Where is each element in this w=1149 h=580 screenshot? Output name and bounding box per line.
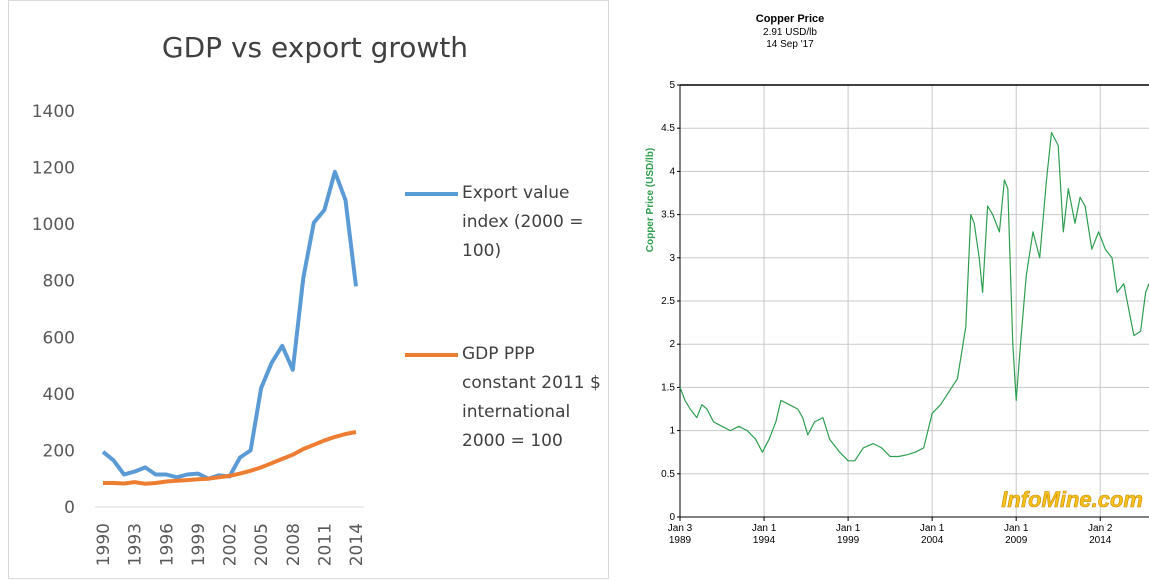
x-tick-label: Jan 2 2014 [1088,523,1113,546]
y-tick-label: 400 [43,385,75,405]
x-tick-label: 1996 [157,523,177,566]
y-tick-label: 0 [669,512,675,523]
x-tick-label: Jan 1 2009 [1003,523,1029,546]
x-tick-label: 2008 [284,523,304,566]
y-tick-label: 2.5 [661,296,675,307]
x-tick-label: Jan 1 1999 [835,523,861,546]
y-tick-label: 3 [669,253,675,264]
x-tick-label: Jan 1 1994 [751,523,777,546]
y-tick-label: 0.5 [661,469,675,480]
y-tick-label: 1 [669,426,675,437]
y-tick-label: 600 [43,328,75,348]
y-tick-label: 2 [669,339,675,350]
data-line [103,430,357,486]
chart-title: Copper Price [756,13,824,25]
y-tick-label: 1200 [32,159,75,179]
x-tick-label: 2011 [315,523,335,566]
y-tick-label: 4 [669,166,675,177]
x-tick-label: 2014 [347,523,367,566]
y-axis-label: Copper Price (USD/lb) [645,148,656,252]
x-tick-label: Jan 3 1989 [667,523,693,546]
x-tick-label: 1999 [189,523,209,566]
y-tick-label: 1.5 [661,382,675,393]
y-tick-label: 1400 [32,102,75,122]
x-tick-label: 1990 [94,523,114,566]
y-tick-label: 800 [43,272,75,292]
chart-subtitle: 2.91 USD/lb [763,27,817,38]
chart-title: GDP vs export growth [162,31,468,64]
x-tick-label: 2002 [221,523,241,566]
chart-annotation: 14 Sep '17 [766,39,814,50]
y-tick-label: 5 [669,80,675,91]
y-tick-label: 0 [64,498,75,518]
y-tick-label: 200 [43,441,75,461]
legend-label: Export value index (2000 = 100) [462,183,584,261]
legend-label: GDP PPP constant 2011 $ international 20… [462,344,601,451]
x-tick-label: 1993 [126,523,146,566]
y-tick-label: 1000 [32,215,75,235]
x-tick-label: 2005 [252,523,272,566]
y-tick-label: 3.5 [661,210,675,221]
x-tick-label: Jan 1 2004 [919,523,945,546]
chart-frame [8,0,609,579]
data-line [679,131,1149,462]
y-tick-label: 4.5 [661,123,675,134]
watermark: InfoMine.com [1001,487,1143,512]
